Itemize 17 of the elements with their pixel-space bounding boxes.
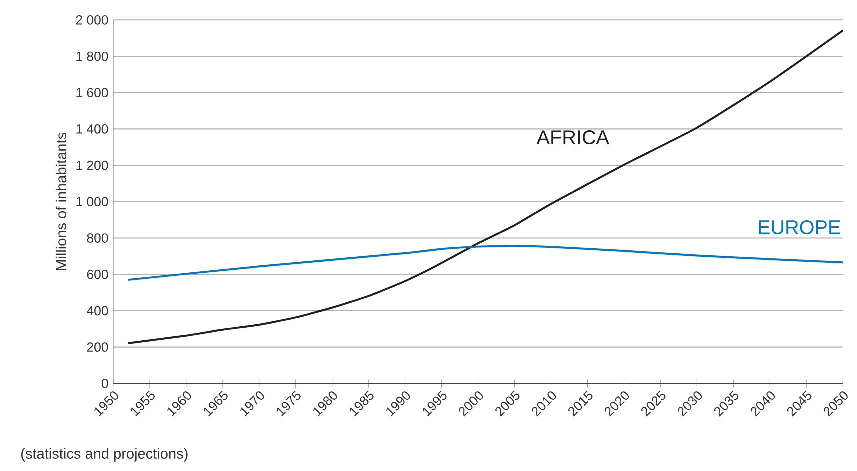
- series-label: EUROPE: [759, 220, 840, 235]
- y-tick-label: 800: [87, 234, 108, 243]
- line-series: [127, 245, 844, 282]
- y-tick-label: 200: [87, 342, 108, 352]
- text: (statistics and projections): [22, 448, 188, 462]
- y-tick-label: 400: [87, 306, 108, 316]
- y-tick-label: 600: [87, 270, 108, 280]
- y-tick-label: 1 000: [76, 197, 108, 207]
- y-tick-label: 2 000: [76, 16, 108, 25]
- y-tick-label: 1 600: [76, 88, 108, 98]
- y-tick-label: 0: [102, 379, 108, 388]
- y-tick-label: 1 800: [76, 52, 108, 62]
- y-tick-label: 1 400: [76, 124, 108, 134]
- series-label: AFRICA: [536, 130, 610, 145]
- y-axis-title: Millions of inhabitants: [56, 133, 67, 270]
- y-tick-label: 1 200: [76, 160, 108, 170]
- line-series: [127, 30, 844, 345]
